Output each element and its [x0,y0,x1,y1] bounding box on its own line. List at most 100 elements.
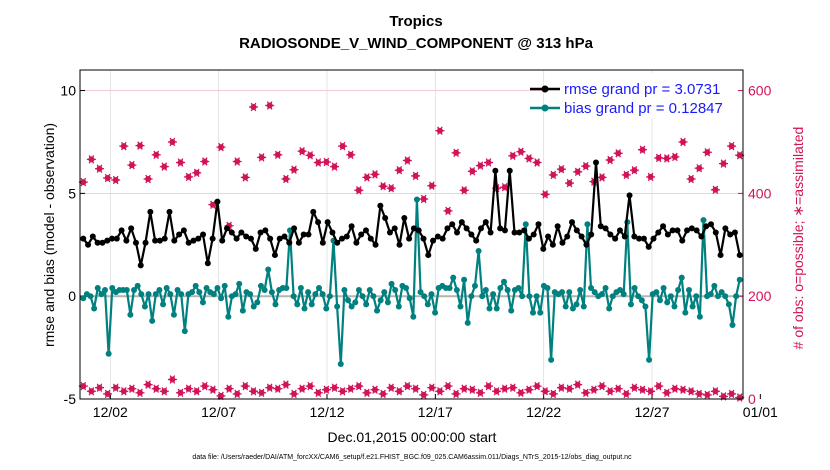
obs-assimilated-point [484,381,493,391]
bias-point [225,313,232,320]
rmse-point [85,241,92,248]
obs-possible-point [346,150,356,160]
y2-axis-label: # of obs: o=possible; ∗=assimilated [790,127,806,350]
bias-point [403,284,410,291]
rmse-point [214,198,221,205]
obs-assimilated-point [419,390,429,400]
rmse-point [636,235,643,242]
bias-point [689,303,696,310]
bias-point [102,287,109,294]
obs-assimilated-point [167,375,177,384]
rmse-point [367,235,374,242]
bias-point [733,293,740,300]
rmse-point [142,239,149,246]
bias-point [283,284,290,291]
obs-possible-point [297,146,307,156]
bias-point [381,289,388,296]
obs-assimilated-point [305,381,315,391]
rmse-point [291,225,298,232]
x-tick-label: 01/01 [743,404,778,420]
obs-possible-point [265,101,275,110]
bias-point [91,305,98,312]
obs-assimilated-point [565,384,574,393]
bias-point [537,309,544,316]
rmse-point [99,239,106,246]
bias-point [334,303,341,310]
obs-assimilated-point [216,391,226,401]
bias-point [497,284,504,291]
bias-point [80,295,87,302]
obs-assimilated-point [678,385,688,394]
obs-possible-point [484,158,493,167]
obs-possible-point [646,172,656,182]
bias-point [421,293,428,300]
rmse-point [506,167,513,174]
rmse-point [271,252,278,259]
bias-point [149,317,156,324]
rmse-point [147,208,154,215]
rmse-point [176,231,183,238]
rmse-point [89,233,96,240]
rmse-point [439,235,446,242]
obs-assimilated-point [532,381,542,391]
rmse-point [698,233,705,240]
bias-line [82,198,741,366]
rmse-point [166,208,173,215]
bias-point [500,278,507,285]
obs-assimilated-point [111,383,121,392]
obs-possible-point [605,155,615,165]
obs-assimilated-point [573,380,583,389]
obs-possible-point [516,147,526,156]
obs-assimilated-point [702,390,712,400]
rmse-point [109,235,116,242]
rmse-point [190,237,197,244]
y2-tick-label: 0 [748,391,756,407]
bias-point [664,299,671,306]
rmse-point [391,225,398,232]
rmse-point [348,223,355,230]
obs-possible-point [354,186,364,195]
bias-point [308,301,315,308]
rmse-point [262,227,269,234]
obs-assimilated-point [338,387,348,396]
rmse-point [444,225,451,232]
obs-possible-point [540,190,550,199]
rmse-point [94,239,101,246]
obs-possible-point [167,137,177,147]
obs-possible-point [686,174,696,184]
obs-possible-point [500,182,510,192]
rmse-point [358,231,365,238]
obs-assimilated-point [500,384,510,393]
obs-possible-point [638,145,647,154]
bias-point [152,291,159,298]
rmse-point [386,229,393,236]
bias-point [134,282,141,289]
rmse-point [281,233,288,240]
obs-assimilated-point [548,389,558,399]
rmse-point [535,221,542,228]
bias-point [711,282,718,289]
legend-box [548,73,738,118]
y-tick-label: 5 [68,185,76,201]
rmse-point [195,235,202,242]
data-file-footnote: data file: /Users/raeder/DAI/ATM_forcXX/… [192,454,632,461]
obs-assimilated-point [330,383,339,392]
obs-possible-point [459,186,469,195]
obs-possible-point [727,141,737,151]
bias-point [591,289,598,296]
obs-assimilated-point [257,388,267,398]
rmse-point [362,227,369,234]
rmse-point [401,215,408,222]
bias-point [384,299,391,306]
legend: rmse grand pr = 3.0731 bias grand pr = 0… [530,73,738,118]
rmse-point [185,239,192,246]
rmse-point [487,229,494,236]
bias-point [667,293,674,300]
rmse-point [449,221,456,228]
obs-possible-point [143,174,153,184]
bias-point [685,287,692,294]
rmse-point [315,219,322,226]
rmse-point [578,233,585,240]
bias-point [250,303,257,310]
obs-assimilated-point [192,387,202,396]
